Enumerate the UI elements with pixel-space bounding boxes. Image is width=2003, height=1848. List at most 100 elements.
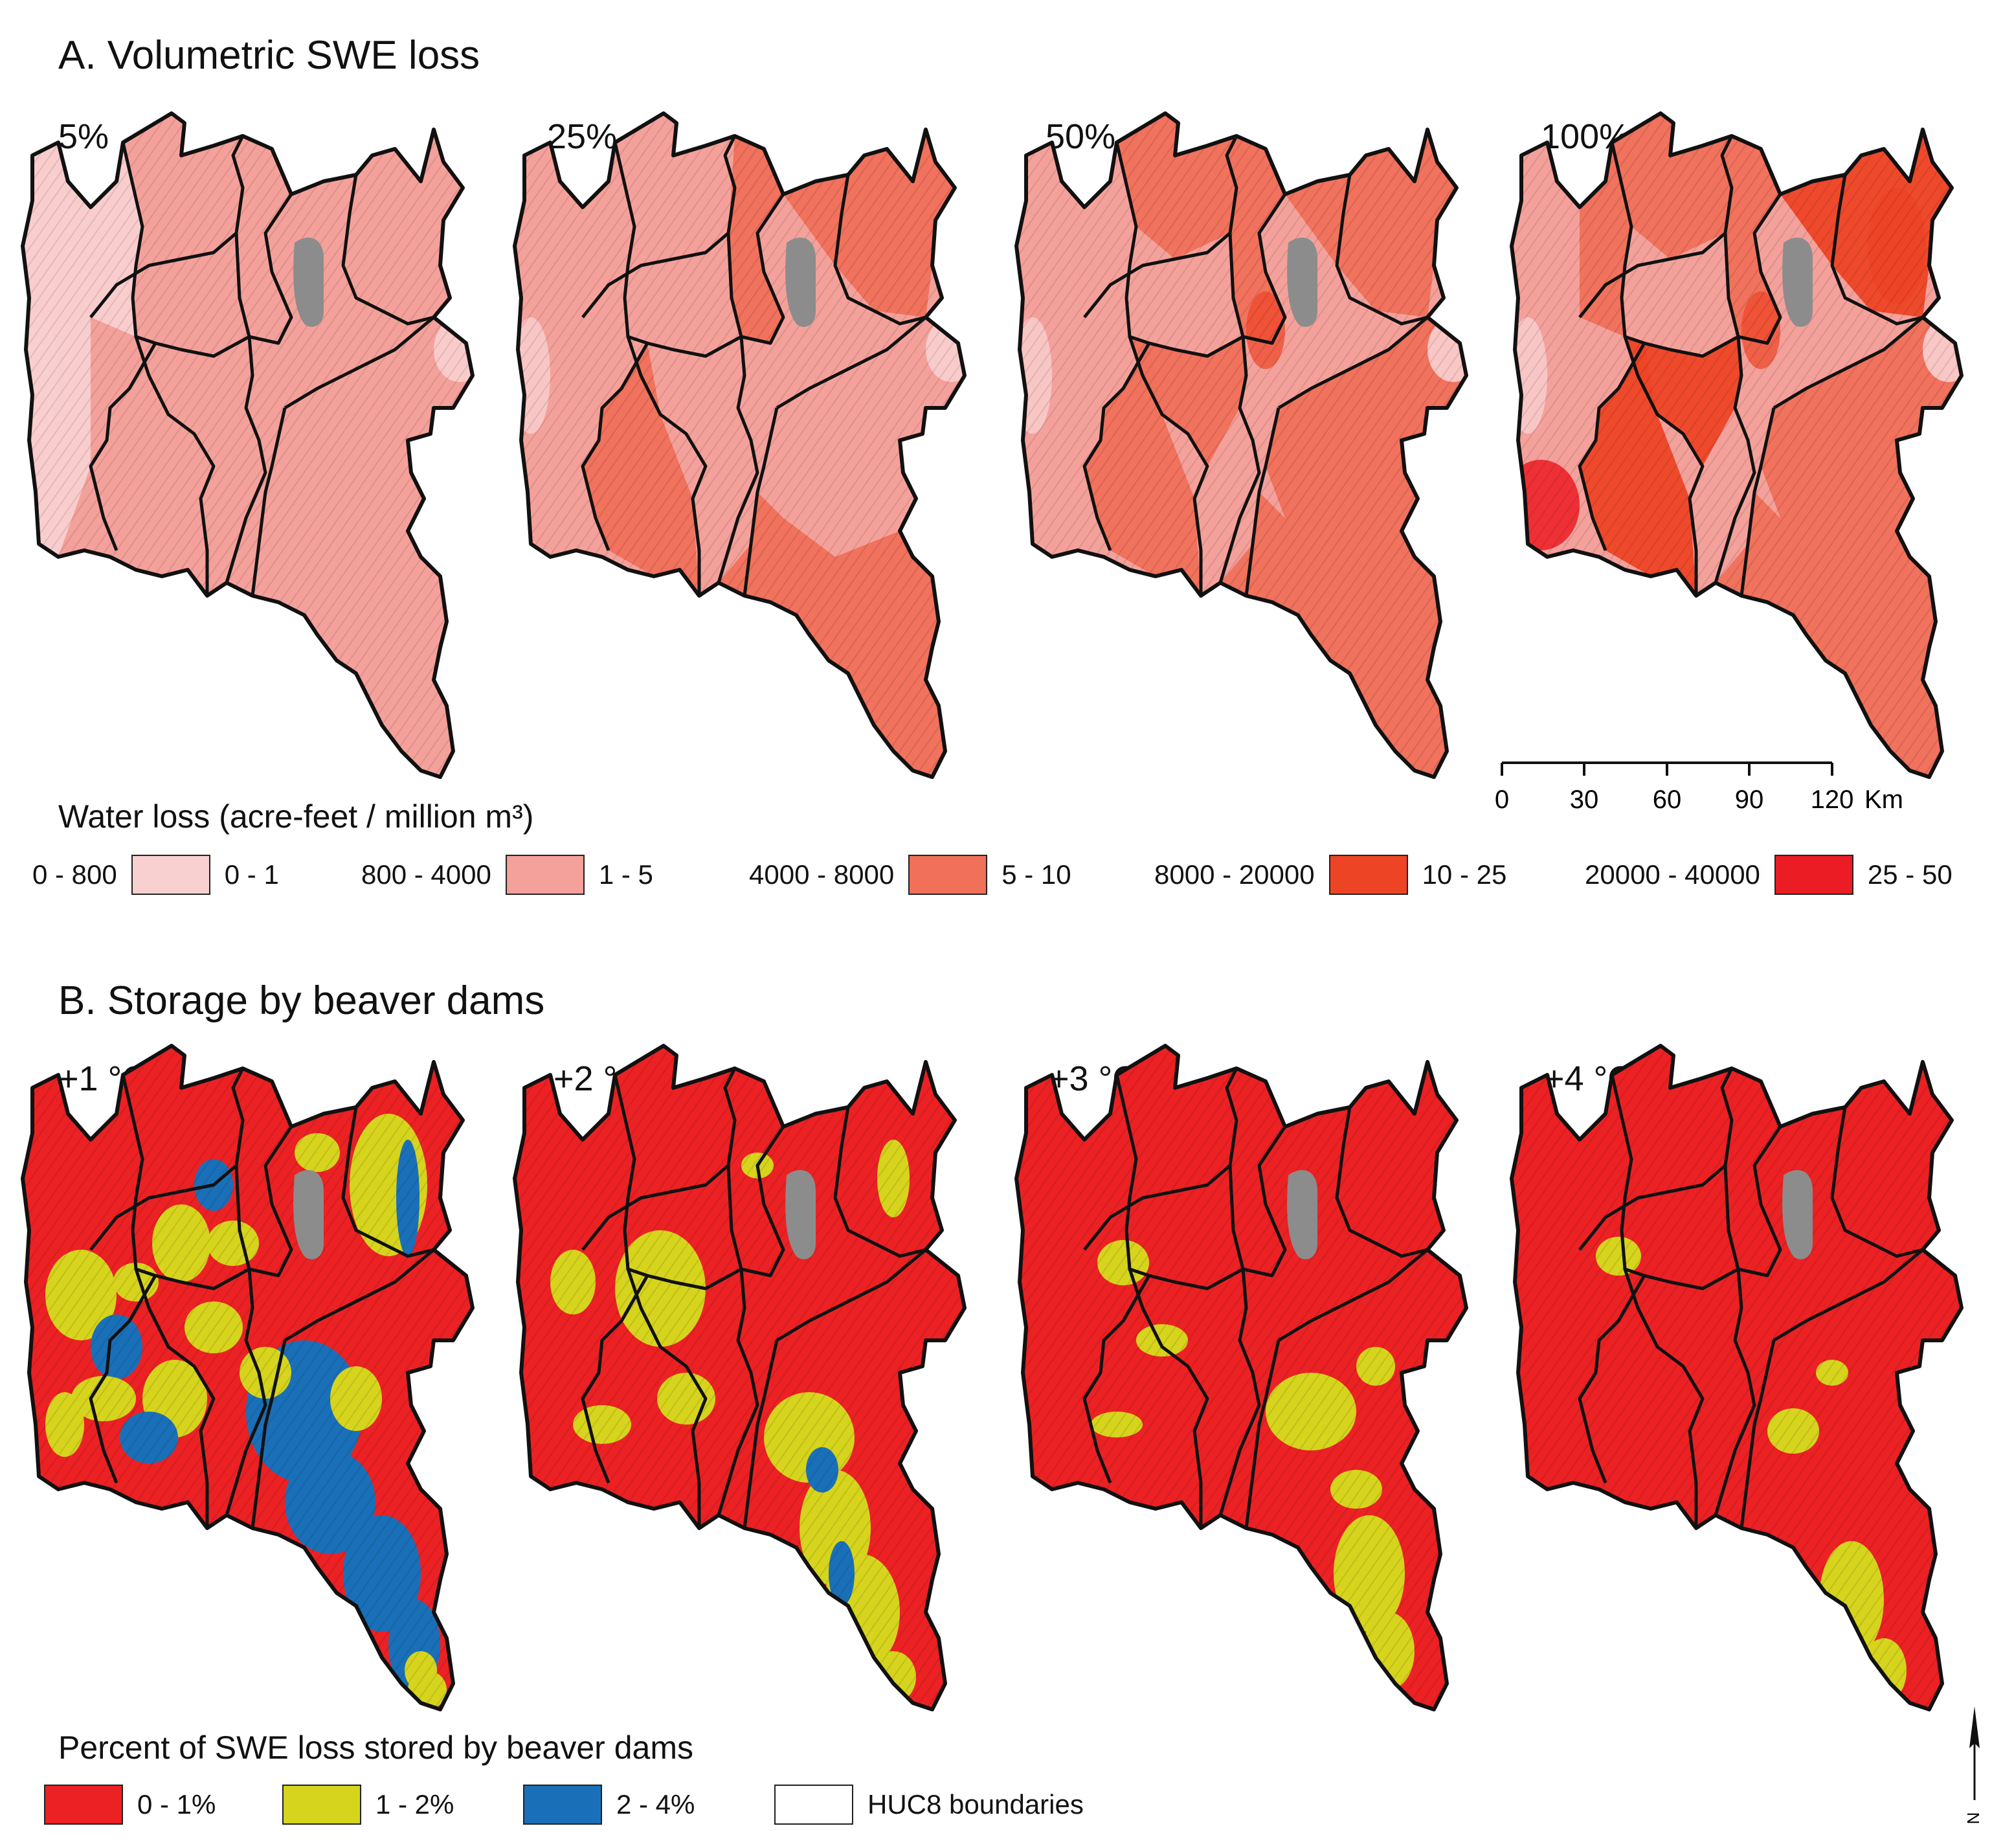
huc8-boundary bbox=[89, 1067, 245, 1251]
huc8-boundary bbox=[626, 1268, 708, 1528]
huc8-boundary bbox=[581, 1074, 649, 1483]
huc8-boundary bbox=[1082, 1074, 1151, 1483]
legend-acre-feet-label: 8000 - 20000 bbox=[1154, 859, 1315, 890]
legend-million-m3-label: 1 - 5 bbox=[598, 859, 653, 890]
water-loss-legend-title: Water loss (acre-feet / million m³) bbox=[58, 798, 534, 835]
huc8-boundary bbox=[225, 1165, 267, 1516]
huc8-boundary bbox=[1083, 135, 1238, 319]
basin-outline bbox=[21, 1044, 475, 1711]
legend-swatch bbox=[774, 1785, 853, 1825]
scale-tick-0: 0 bbox=[1495, 785, 1509, 814]
huc8-boundary bbox=[1082, 142, 1151, 551]
water-loss-legend-item-4: 8000 - 20000 10 - 25 bbox=[1154, 855, 1506, 895]
hillshade-texture bbox=[1016, 1046, 1466, 1709]
huc8-boundary bbox=[341, 174, 434, 326]
scale-tick-120: 120 bbox=[1811, 785, 1854, 814]
legend-acre-feet-label: 0 - 800 bbox=[32, 859, 117, 890]
huc8-boundary bbox=[1830, 174, 1923, 326]
huc8-boundary bbox=[1644, 1125, 1782, 1290]
swe-loss-map-5pct bbox=[19, 104, 475, 816]
lake bbox=[293, 238, 324, 327]
legend-swatch bbox=[523, 1785, 602, 1825]
hillshade-texture bbox=[1016, 113, 1466, 777]
beaver-legend-item-2: 1 - 2% bbox=[282, 1785, 454, 1825]
lake bbox=[1287, 1170, 1317, 1259]
lake bbox=[293, 1170, 324, 1259]
legend-million-m3-label: 25 - 50 bbox=[1867, 859, 1953, 890]
huc8-boundary bbox=[647, 1125, 785, 1290]
beaver-storage-map-plus4c bbox=[1508, 1036, 1964, 1748]
huc8-boundary bbox=[1623, 1268, 1705, 1528]
lake bbox=[785, 238, 816, 327]
huc8-boundary bbox=[1578, 1067, 1734, 1251]
huc8-boundary bbox=[626, 336, 708, 596]
huc8-boundary bbox=[251, 407, 287, 596]
basin-outline bbox=[513, 1044, 967, 1711]
water-loss-legend-item-2: 800 - 4000 1 - 5 bbox=[361, 855, 653, 895]
beaver-legend-item-3: 2 - 4% bbox=[523, 1785, 695, 1825]
legend-swatch bbox=[505, 855, 585, 895]
panel-b-title: B. Storage by beaver dams bbox=[58, 978, 545, 1023]
lake bbox=[785, 1170, 816, 1259]
basin-outline bbox=[1014, 111, 1468, 779]
legend-acre-feet-label: 20000 - 40000 bbox=[1585, 859, 1760, 890]
huc8-boundary bbox=[225, 232, 267, 583]
lake bbox=[1287, 238, 1317, 327]
legend-label: 2 - 4% bbox=[616, 1789, 695, 1820]
huc8-boundary bbox=[155, 193, 293, 358]
huc8-boundary bbox=[743, 407, 779, 596]
huc8-boundary bbox=[341, 1107, 434, 1258]
basin-outline bbox=[513, 111, 967, 779]
huc8-boundary bbox=[1714, 232, 1756, 583]
huc8-boundary bbox=[1218, 1165, 1261, 1516]
basin-outline bbox=[1510, 1044, 1964, 1711]
hillshade-texture bbox=[515, 1046, 965, 1709]
swe-loss-map-50pct bbox=[1013, 104, 1468, 816]
huc8-boundary bbox=[1277, 316, 1429, 410]
huc8-boundary bbox=[1148, 1125, 1287, 1290]
scale-bar: 0 30 60 90 120 Km bbox=[1489, 756, 1910, 834]
huc8-boundary bbox=[1740, 1340, 1776, 1529]
scale-tick-60: 60 bbox=[1653, 785, 1682, 814]
scale-tick-90: 90 bbox=[1735, 785, 1764, 814]
north-arrow: N bbox=[1962, 1703, 1987, 1832]
huc8-boundary bbox=[89, 1074, 157, 1483]
huc8-boundary bbox=[833, 174, 926, 326]
huc8-boundary bbox=[1830, 1107, 1923, 1258]
huc8-boundary bbox=[776, 316, 927, 410]
legend-swatch bbox=[44, 1785, 123, 1825]
beaver-storage-map-plus1c bbox=[19, 1036, 475, 1748]
hillshade-texture bbox=[1512, 1046, 1962, 1709]
hillshade-texture bbox=[23, 1046, 473, 1709]
legend-swatch bbox=[1328, 855, 1408, 895]
huc8-boundary bbox=[134, 336, 216, 596]
beaver-legend-item-4: HUC8 boundaries bbox=[774, 1785, 1084, 1825]
scenario-label-25pct: 25% bbox=[547, 117, 618, 156]
hillshade-texture bbox=[515, 113, 965, 777]
huc8-boundary bbox=[717, 1165, 759, 1516]
huc8-boundary bbox=[134, 1268, 216, 1528]
lake bbox=[1782, 1170, 1813, 1259]
huc8-boundary bbox=[1218, 232, 1261, 583]
water-loss-legend-item-1: 0 - 800 0 - 1 bbox=[32, 855, 279, 895]
water-loss-legend-item-5: 20000 - 40000 25 - 50 bbox=[1585, 855, 1953, 895]
hillshade-texture bbox=[1512, 113, 1962, 777]
beaver-storage-legend-title: Percent of SWE loss stored by beaver dam… bbox=[58, 1730, 693, 1766]
huc8-boundary bbox=[581, 135, 737, 319]
water-loss-legend-item-3: 4000 - 8000 5 - 10 bbox=[749, 855, 1071, 895]
huc8-boundary bbox=[1244, 407, 1281, 596]
huc8-boundary bbox=[1644, 193, 1782, 358]
basin-outline bbox=[1014, 1044, 1468, 1711]
huc8-boundary bbox=[581, 142, 649, 551]
legend-label: 1 - 2% bbox=[375, 1789, 454, 1820]
panel-a-title: A. Volumetric SWE loss bbox=[58, 33, 480, 78]
huc8-boundary bbox=[1244, 1340, 1281, 1529]
huc8-boundary bbox=[743, 1340, 779, 1529]
scale-unit: Km bbox=[1864, 785, 1903, 814]
basin-outline bbox=[21, 111, 475, 779]
scenario-label-50pct: 50% bbox=[1046, 117, 1116, 156]
beaver-storage-map-plus2c bbox=[511, 1036, 967, 1748]
huc8-boundary bbox=[1578, 135, 1734, 319]
legend-label: HUC8 boundaries bbox=[867, 1789, 1084, 1820]
scale-tick-30: 30 bbox=[1570, 785, 1599, 814]
